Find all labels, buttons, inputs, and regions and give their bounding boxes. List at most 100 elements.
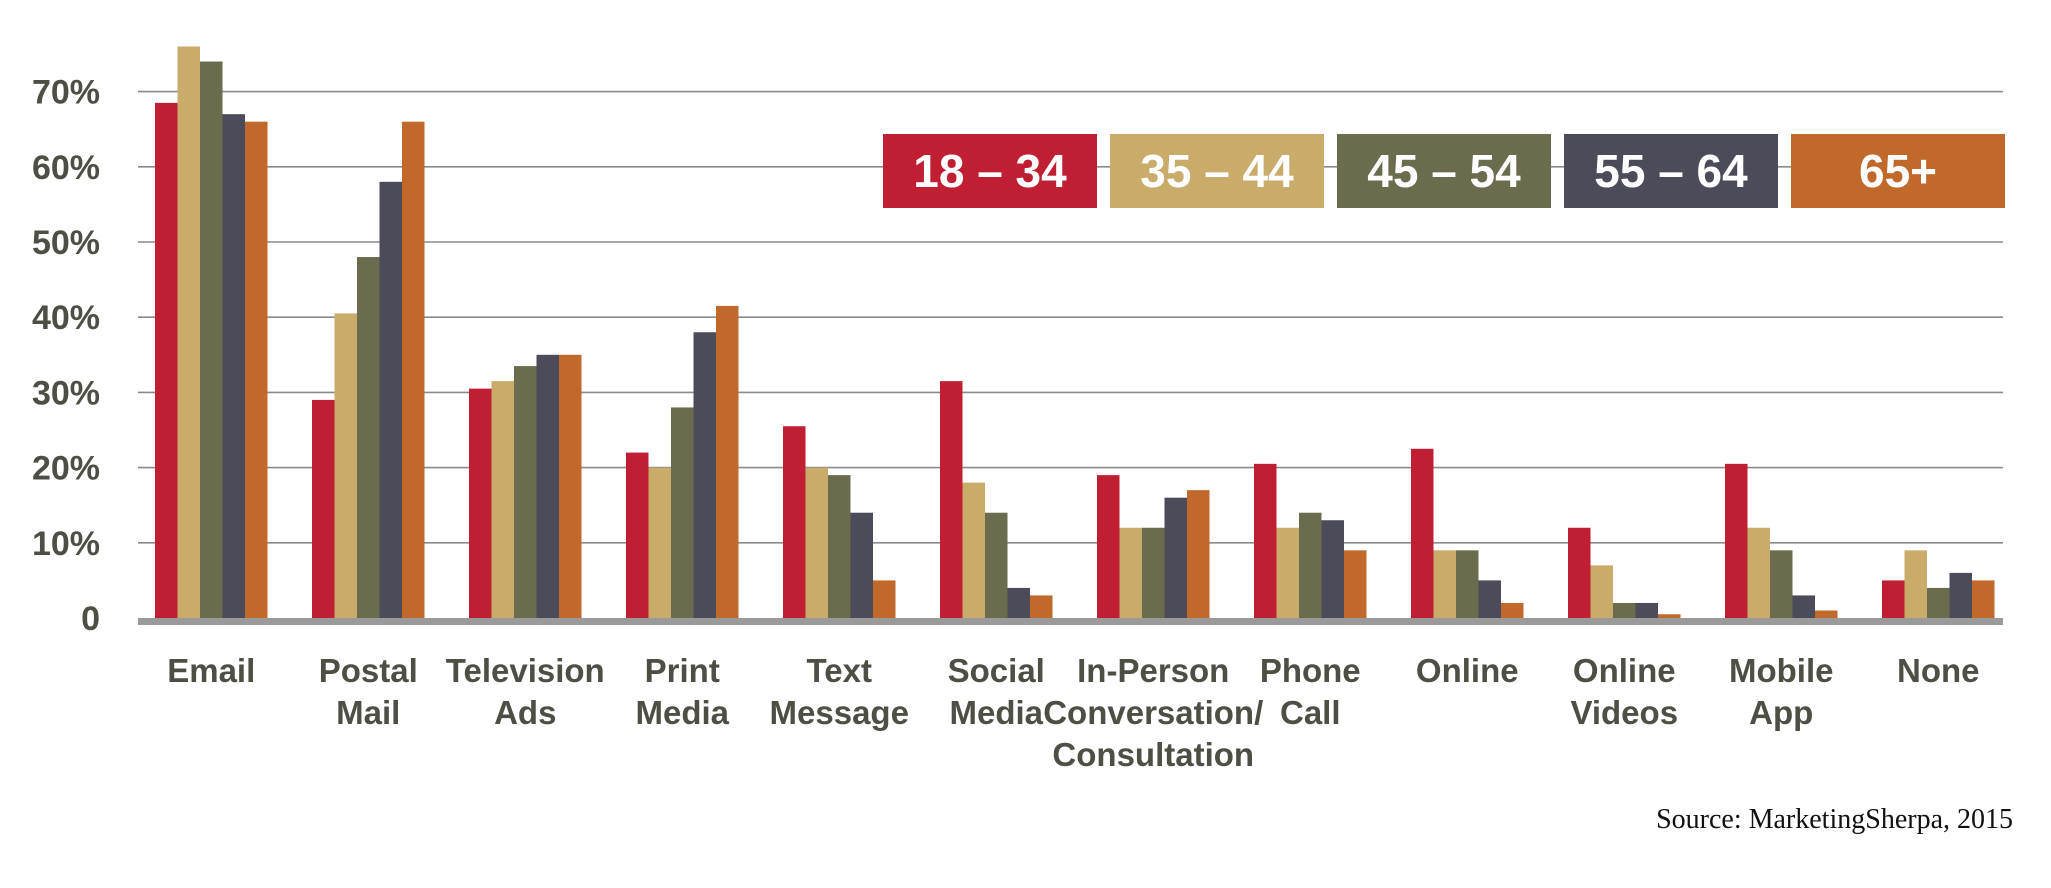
- x-category-line: In-Person: [1077, 652, 1229, 689]
- x-axis: [138, 618, 2003, 625]
- bar: [1299, 512, 1322, 618]
- x-category-label: Online Videos: [1570, 652, 1678, 731]
- x-category-line: Online: [1416, 652, 1519, 689]
- bar: [1321, 520, 1344, 618]
- legend-label: 55 – 64: [1594, 145, 1748, 197]
- bar: [1478, 580, 1501, 618]
- bar: [1007, 587, 1030, 618]
- bar: [648, 467, 671, 618]
- x-category-line: Media: [635, 694, 729, 731]
- bar: [626, 452, 649, 618]
- bar: [1815, 610, 1838, 618]
- legend-swatch: [1110, 134, 1324, 208]
- x-category-line: None: [1897, 652, 1980, 689]
- bar: [1030, 595, 1053, 618]
- x-category-label: Mobile App: [1729, 652, 1834, 731]
- bar: [491, 381, 514, 618]
- x-category-line: Print: [645, 652, 720, 689]
- x-category-label: Social Media: [948, 652, 1045, 731]
- bar: [1254, 463, 1277, 618]
- bar: [850, 512, 873, 618]
- legend-label: 18 – 34: [913, 145, 1067, 197]
- bar: [245, 121, 268, 619]
- x-category-line: Online: [1573, 652, 1676, 689]
- bar: [1792, 595, 1815, 618]
- bar: [1568, 527, 1591, 618]
- x-category-line: Phone: [1260, 652, 1361, 689]
- bar: [357, 257, 380, 618]
- bar: [222, 114, 245, 618]
- bar: [1456, 550, 1479, 618]
- x-category-line: Email: [167, 652, 255, 689]
- y-tick-label: 30%: [32, 374, 100, 412]
- bar: [1613, 602, 1636, 618]
- bars: [155, 46, 1995, 619]
- bar: [200, 61, 223, 618]
- bar: [1882, 580, 1905, 618]
- legend-label: 45 – 54: [1367, 145, 1521, 197]
- bar: [1119, 527, 1142, 618]
- x-category-line: Mail: [336, 694, 400, 731]
- x-category-line: Call: [1280, 694, 1341, 731]
- x-category-line: Television: [446, 652, 605, 689]
- x-category-line: Ads: [494, 694, 556, 731]
- bar: [1658, 614, 1681, 618]
- y-tick-label: 60%: [32, 149, 100, 187]
- bar: [716, 305, 739, 618]
- bar: [1276, 527, 1299, 618]
- bar: [177, 46, 200, 619]
- x-category-label: Online: [1416, 652, 1519, 689]
- bar: [559, 354, 582, 618]
- x-axis-categories: Email Postal Mail Television Ads Print Media Te…: [167, 652, 1979, 773]
- legend-label: 65+: [1859, 145, 1937, 197]
- bar: [1725, 463, 1748, 618]
- y-tick-label: 70%: [32, 74, 100, 112]
- y-axis-ticks: 0 10% 20% 30% 40% 50% 60% 70%: [32, 74, 100, 638]
- x-category-line: Videos: [1570, 694, 1678, 731]
- bar: [693, 332, 716, 618]
- x-category-label: Postal Mail: [319, 652, 418, 731]
- bar: [1142, 527, 1165, 618]
- x-category-label: Text Message: [770, 652, 909, 731]
- bar: [962, 482, 985, 618]
- bar: [805, 467, 828, 618]
- bar: [514, 366, 537, 618]
- legend-label: 35 – 44: [1140, 145, 1294, 197]
- bar: [1590, 565, 1613, 618]
- x-category-label: Phone Call: [1260, 652, 1361, 731]
- source-note: Source: MarketingSherpa, 2015: [1656, 804, 2013, 835]
- x-category-line: Consultation: [1052, 736, 1254, 773]
- bar: [828, 475, 851, 618]
- x-category-line: Message: [770, 694, 909, 731]
- y-tick-label: 10%: [32, 525, 100, 563]
- bar: [1949, 572, 1972, 618]
- x-category-line: Mobile: [1729, 652, 1834, 689]
- x-category-label: Television Ads: [446, 652, 605, 731]
- bar: [1097, 475, 1120, 618]
- bar: [985, 512, 1008, 618]
- bar: [1501, 602, 1524, 618]
- bar: [1635, 602, 1658, 618]
- bar: [1433, 550, 1456, 618]
- bar: [873, 580, 896, 618]
- x-category-label: None: [1897, 652, 1980, 689]
- legend-swatch: [1564, 134, 1778, 208]
- bar: [379, 181, 402, 618]
- x-category-line: Media: [949, 694, 1043, 731]
- y-tick-label: 20%: [32, 450, 100, 488]
- legend-swatch: [1337, 134, 1551, 208]
- bar: [1904, 550, 1927, 618]
- bar: [1164, 497, 1187, 618]
- bar: [536, 354, 559, 618]
- x-category-line: Postal: [319, 652, 418, 689]
- bar: [1927, 587, 1950, 618]
- bar: [783, 426, 806, 618]
- bar: [1411, 448, 1434, 618]
- x-category-line: Text: [807, 652, 872, 689]
- y-tick-label: 50%: [32, 224, 100, 262]
- bar: [1187, 490, 1210, 618]
- bar: [402, 121, 425, 619]
- bar: [1972, 580, 1995, 618]
